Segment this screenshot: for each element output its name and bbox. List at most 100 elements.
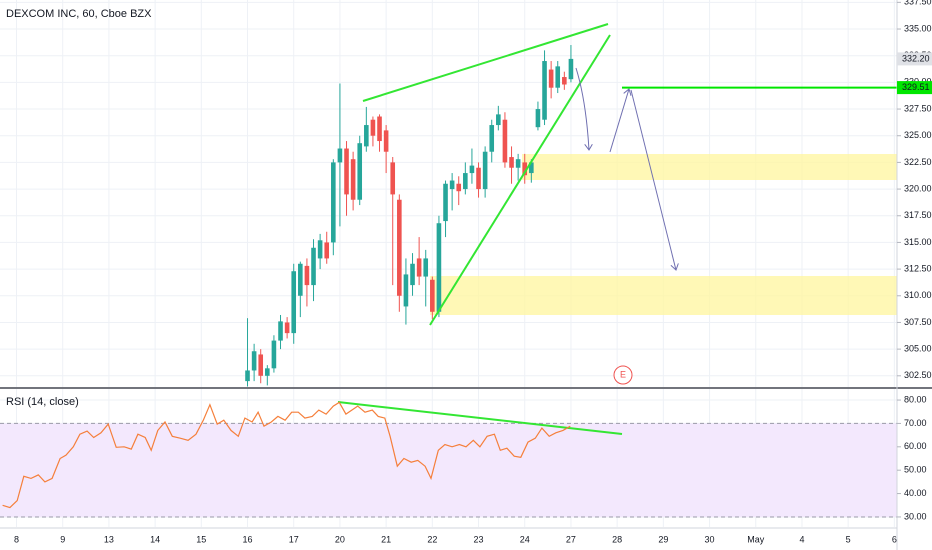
x-tick-label: 29 (658, 534, 668, 544)
rsi-pane (2, 401, 571, 509)
candle-body (245, 370, 250, 382)
candle-body (265, 368, 270, 376)
event-label: E (620, 369, 626, 379)
event-marker[interactable] (613, 365, 633, 385)
y-tick-label: 322.50 (904, 157, 932, 167)
candle-body (357, 143, 363, 200)
arrow (575, 67, 589, 150)
candle-body (496, 114, 501, 126)
candle-body (423, 258, 429, 277)
candle-body (482, 151, 488, 190)
y-tick-label: 317.50 (904, 210, 932, 220)
candle-body (456, 183, 462, 192)
candle-body (284, 322, 290, 334)
x-tick-label: 22 (427, 534, 437, 544)
x-tick-label: 20 (335, 534, 345, 544)
x-tick-label: 15 (196, 534, 206, 544)
candle-body (555, 66, 561, 88)
candle-body (463, 173, 468, 190)
y-tick-label: 50.00 (904, 465, 927, 475)
y-tick-label: 307.50 (904, 317, 932, 327)
candle-body (542, 61, 547, 120)
candle-body (469, 165, 475, 174)
candle-body (311, 247, 316, 286)
last-price-label: 332.20 (902, 53, 930, 63)
candles (245, 45, 574, 387)
y-tick-label: 325.00 (904, 130, 932, 140)
candle-body (337, 148, 343, 163)
candle-body (430, 279, 435, 312)
x-tick-label: 24 (520, 534, 530, 544)
rsi-band (0, 423, 897, 517)
candle-body (476, 167, 481, 190)
candle-body (278, 321, 283, 341)
candle-body (258, 354, 264, 376)
candle-body (416, 258, 422, 277)
candle-body (331, 162, 336, 243)
price-level-label: 329.51 (902, 82, 930, 92)
arrow (609, 89, 629, 153)
y-tick-label: 30.00 (904, 511, 927, 521)
candle-body (568, 58, 574, 80)
zone (430, 276, 897, 315)
drawings-top: E (337, 23, 897, 435)
candle-body (317, 240, 323, 259)
x-tick-label: 17 (289, 534, 299, 544)
candle-body (443, 183, 448, 222)
axes: 302.50 305.00 307.50 310.00 312.50 315.00 317.… (14, 0, 932, 544)
indicator-label: RSI (14, close) (6, 396, 79, 408)
candle-body (344, 148, 349, 195)
rsi-line (2, 401, 571, 509)
rsi-trendline (337, 401, 623, 435)
candle-body (509, 157, 514, 168)
x-tick-label: May (747, 534, 765, 544)
candle-body (251, 351, 257, 371)
candle-body (489, 125, 495, 152)
candle-body (370, 119, 376, 136)
x-tick-label: 30 (705, 534, 715, 544)
x-tick-label: 23 (474, 534, 484, 544)
x-tick-label: 27 (566, 534, 576, 544)
y-tick-label: 312.50 (904, 263, 932, 273)
chart-title: DEXCOM INC, 60, Cboe BZX (6, 8, 152, 20)
candle-body (377, 116, 382, 142)
candle-body (410, 263, 415, 286)
x-tick-label: 21 (381, 534, 391, 544)
candle-body (271, 340, 277, 369)
candle-body (397, 199, 402, 296)
band-layer (0, 422, 897, 518)
x-tick-label: 9 (60, 534, 65, 544)
candle-body (502, 119, 508, 163)
candle-body (515, 159, 521, 168)
y-tick-label: 302.50 (904, 370, 932, 380)
candle-body (390, 162, 396, 195)
candle-body (403, 274, 409, 307)
drawings (430, 154, 897, 315)
y-tick-label: 80.00 (904, 394, 927, 404)
y-tick-label: 335.00 (904, 23, 932, 33)
y-tick-label: 40.00 (904, 488, 927, 498)
candle-body (298, 263, 303, 296)
candle-body (324, 242, 330, 259)
x-tick-label: 14 (150, 534, 160, 544)
trendline (362, 23, 609, 102)
candle-body (383, 130, 389, 152)
last-price-badge (897, 52, 932, 66)
y-tick-label: 60.00 (904, 441, 927, 451)
arrow (630, 89, 676, 270)
x-tick-label: 6 (892, 534, 897, 544)
y-tick-label: 305.00 (904, 343, 932, 353)
zone (522, 154, 897, 180)
y-tick-label: 310.00 (904, 290, 932, 300)
y-tick-label: 327.50 (904, 103, 932, 113)
y-tick-label: 337.50 (904, 0, 932, 7)
candle-body (529, 162, 534, 174)
candle-body (291, 271, 297, 334)
candle-body (535, 109, 541, 128)
candle-body (304, 265, 310, 286)
candle-body (562, 77, 567, 85)
candle-body (522, 162, 528, 176)
y-tick-label: 320.00 (904, 183, 932, 193)
candle-body (548, 69, 554, 88)
